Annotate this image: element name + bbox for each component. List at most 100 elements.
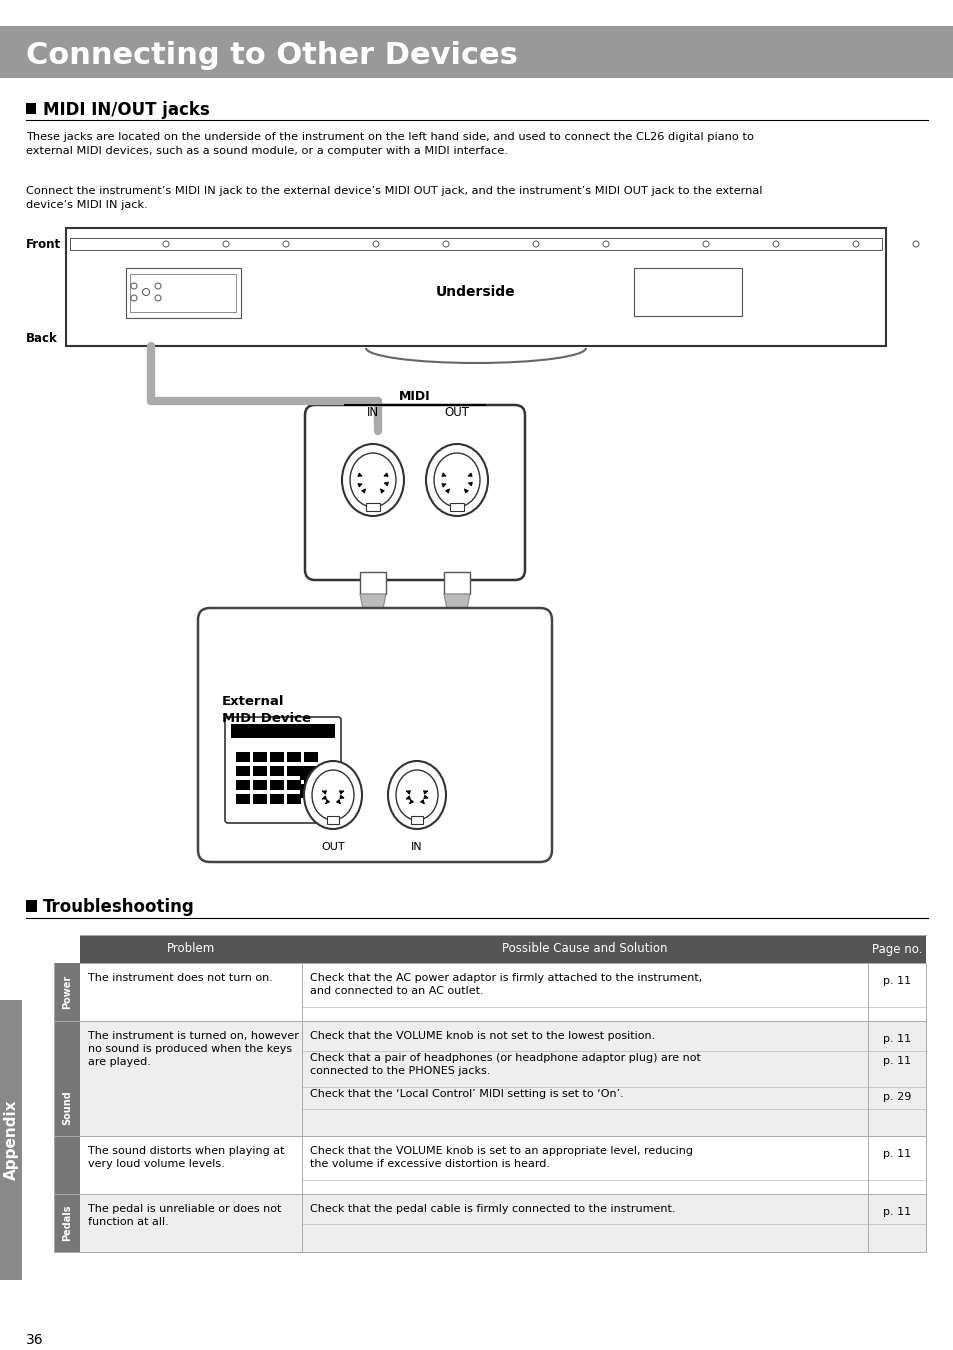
Circle shape — [283, 242, 289, 247]
Ellipse shape — [350, 454, 395, 508]
Text: MIDI IN/OUT jacks: MIDI IN/OUT jacks — [43, 101, 210, 119]
Text: Connect the instrument’s MIDI IN jack to the external device’s MIDI OUT jack, an: Connect the instrument’s MIDI IN jack to… — [26, 186, 761, 211]
Circle shape — [912, 242, 918, 247]
Bar — [287, 752, 301, 761]
Text: Check that the AC power adaptor is firmly attached to the instrument,
and connec: Check that the AC power adaptor is firml… — [310, 973, 701, 996]
Text: OUT: OUT — [321, 842, 344, 852]
Circle shape — [142, 289, 150, 296]
Bar — [54, 1193, 80, 1251]
Bar — [0, 1000, 22, 1280]
Text: Pedals: Pedals — [62, 1204, 71, 1241]
Text: Check that the pedal cable is firmly connected to the instrument.: Check that the pedal cable is firmly con… — [310, 1204, 675, 1214]
Text: Possible Cause and Solution: Possible Cause and Solution — [501, 942, 667, 956]
Bar — [299, 784, 314, 798]
Circle shape — [131, 284, 137, 289]
FancyBboxPatch shape — [225, 717, 340, 824]
Bar — [54, 963, 80, 1021]
Text: Front: Front — [26, 238, 61, 251]
Circle shape — [154, 296, 161, 301]
Bar — [317, 765, 332, 780]
Bar — [66, 228, 885, 346]
Ellipse shape — [395, 769, 437, 819]
Text: Connecting to Other Devices: Connecting to Other Devices — [26, 42, 517, 70]
Circle shape — [442, 242, 449, 247]
Ellipse shape — [426, 444, 488, 516]
Bar — [235, 752, 250, 761]
Polygon shape — [359, 751, 386, 769]
Polygon shape — [443, 751, 470, 769]
Text: The sound distorts when playing at
very loud volume levels.: The sound distorts when playing at very … — [88, 1146, 284, 1169]
Bar — [443, 769, 470, 792]
Text: Check that a pair of headphones (or headphone adaptor plug) are not
connected to: Check that a pair of headphones (or head… — [310, 1053, 700, 1076]
Bar — [634, 269, 741, 316]
Bar — [54, 1193, 925, 1251]
Bar — [253, 765, 267, 776]
Text: The instrument does not turn on.: The instrument does not turn on. — [88, 973, 273, 983]
Text: p. 11: p. 11 — [882, 1149, 910, 1160]
Polygon shape — [443, 594, 470, 614]
Bar — [443, 572, 470, 594]
Bar — [359, 769, 386, 792]
Ellipse shape — [304, 761, 361, 829]
FancyBboxPatch shape — [305, 405, 524, 580]
Bar — [253, 794, 267, 805]
Bar — [327, 815, 338, 824]
Bar — [450, 614, 463, 751]
Circle shape — [852, 242, 858, 247]
Text: p. 11: p. 11 — [882, 1034, 910, 1044]
FancyBboxPatch shape — [198, 608, 552, 863]
Text: Check that the VOLUME knob is not set to the lowest position.: Check that the VOLUME knob is not set to… — [310, 1031, 655, 1041]
Circle shape — [602, 242, 608, 247]
Bar — [80, 936, 925, 963]
Bar — [54, 963, 925, 1021]
Text: MIDI: MIDI — [398, 390, 431, 404]
Bar — [235, 780, 250, 790]
Circle shape — [143, 289, 149, 296]
Circle shape — [373, 242, 378, 247]
Circle shape — [154, 284, 161, 289]
Text: Check that the VOLUME knob is set to an appropriate level, reducing
the volume i: Check that the VOLUME knob is set to an … — [310, 1146, 692, 1169]
Bar — [130, 274, 235, 312]
Bar — [231, 724, 335, 738]
Bar — [54, 1021, 925, 1135]
Ellipse shape — [434, 454, 479, 508]
Bar — [304, 780, 317, 790]
Bar — [270, 752, 284, 761]
Bar — [270, 794, 284, 805]
Text: Problem: Problem — [167, 942, 214, 956]
Circle shape — [223, 242, 229, 247]
Bar — [54, 1021, 80, 1193]
Text: IN: IN — [411, 842, 422, 852]
Circle shape — [131, 296, 137, 301]
Bar — [287, 765, 301, 776]
Bar — [253, 780, 267, 790]
Text: The pedal is unreliable or does not
function at all.: The pedal is unreliable or does not func… — [88, 1204, 281, 1227]
Text: 36: 36 — [26, 1332, 44, 1347]
Circle shape — [163, 242, 169, 247]
Circle shape — [533, 242, 538, 247]
Bar — [287, 794, 301, 805]
Text: Underside: Underside — [436, 285, 516, 298]
Bar — [235, 794, 250, 805]
Ellipse shape — [341, 444, 403, 516]
Bar — [26, 900, 37, 913]
Text: Sound: Sound — [62, 1091, 71, 1125]
Bar — [366, 504, 379, 512]
Bar — [359, 572, 386, 594]
Text: External
MIDI Device: External MIDI Device — [222, 695, 311, 725]
Bar — [126, 269, 241, 319]
Text: These jacks are located on the underside of the instrument on the left hand side: These jacks are located on the underside… — [26, 132, 753, 157]
Bar — [54, 1135, 925, 1193]
Text: p. 11: p. 11 — [882, 1207, 910, 1216]
Text: Back: Back — [26, 332, 58, 344]
Bar — [70, 238, 882, 250]
Bar — [411, 815, 422, 824]
Bar — [299, 765, 314, 780]
Bar — [317, 784, 332, 798]
Circle shape — [702, 242, 708, 247]
Bar — [270, 780, 284, 790]
Bar — [235, 765, 250, 776]
Circle shape — [772, 242, 779, 247]
Ellipse shape — [388, 761, 446, 829]
Bar — [450, 504, 463, 512]
